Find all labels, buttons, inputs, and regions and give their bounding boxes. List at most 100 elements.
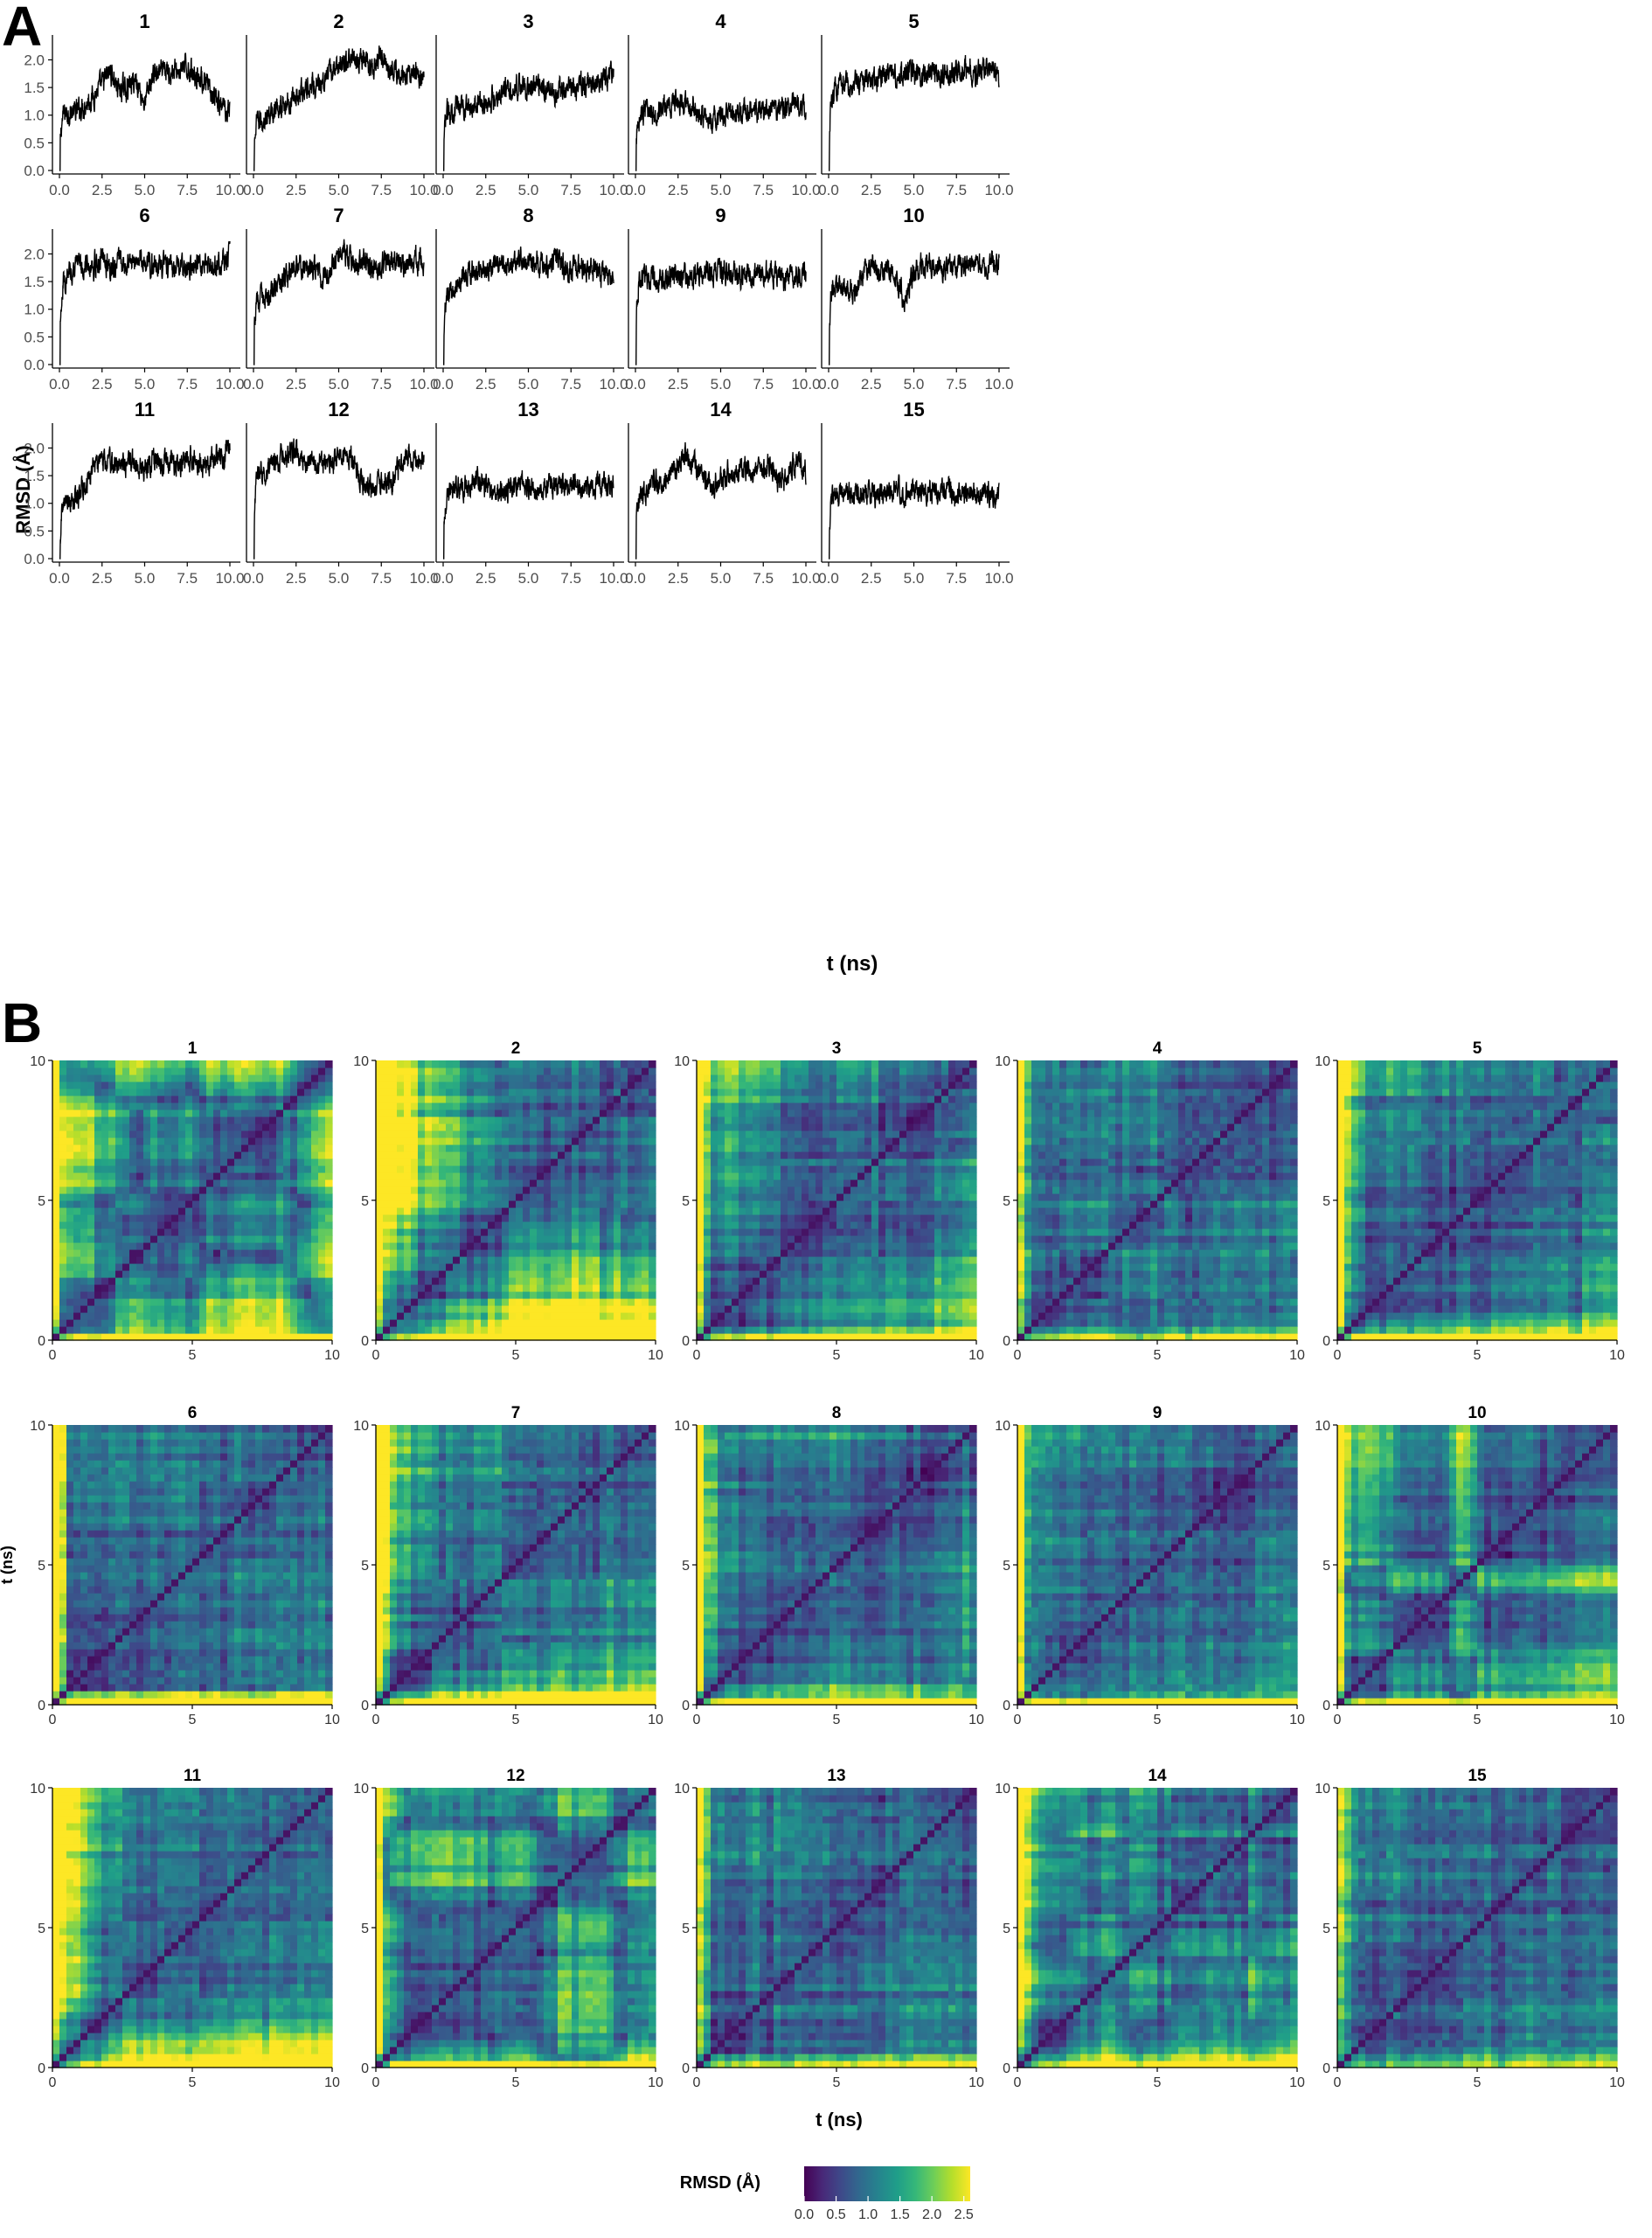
heatmap-cell (143, 1116, 151, 1124)
heatmap-cell (157, 1158, 165, 1166)
heatmap-cell (73, 1242, 81, 1250)
x-tick-label: 7.5 (946, 570, 967, 587)
heatmap-cell (143, 1109, 151, 1117)
x-tick-label: 10.0 (791, 570, 820, 587)
heatmap-cell (129, 1228, 137, 1236)
heatmap-cell (108, 1116, 116, 1124)
heatmap-cell (87, 1081, 95, 1089)
heatmap-cell (115, 1130, 123, 1138)
heatmap-cell (129, 1179, 137, 1187)
heatmap-cell (136, 1088, 144, 1096)
heatmap-cell (94, 1151, 102, 1159)
heatmap-cell (136, 1291, 144, 1299)
heatmap-cell (157, 1172, 165, 1180)
heatmap-cell (115, 1221, 123, 1229)
heatmap-cell (59, 1200, 67, 1208)
heatmap-cell (108, 1179, 116, 1187)
heatmap-cell (157, 1291, 165, 1299)
heatmap-cell (73, 1165, 81, 1173)
heatmap-cell (73, 1193, 81, 1201)
heatmap-cell (164, 1291, 172, 1299)
heatmap-cell (150, 1319, 158, 1327)
heatmap-cell (80, 1235, 88, 1243)
heatmap-cell (136, 1305, 144, 1313)
heatmap-cell (59, 1088, 67, 1096)
heatmap-cell (52, 1277, 60, 1285)
heatmap-cell (150, 1179, 158, 1187)
y-tick-label: 2.0 (24, 52, 45, 68)
heatmap-cell (59, 1074, 67, 1082)
heatmap-cell (94, 1333, 102, 1341)
x-tick-label: 2.5 (286, 570, 307, 587)
heatmap-cell (108, 1144, 116, 1152)
heatmap-cell (80, 1109, 88, 1117)
heatmap-cell (101, 1151, 109, 1159)
heatmap-cell (150, 1298, 158, 1306)
x-tick-label: 2.5 (861, 570, 882, 587)
heatmap-cell (101, 1270, 109, 1278)
heatmap-cell (129, 1249, 137, 1257)
subplot-title: 9 (715, 205, 725, 226)
heatmap-cell (136, 1095, 144, 1103)
heatmap-1: 105100 5 10 (30, 1039, 340, 1363)
heatmap-cell (115, 1256, 123, 1264)
heatmap-cell (94, 1284, 102, 1292)
heatmap-cell (122, 1207, 130, 1215)
heatmap-cell (122, 1242, 130, 1250)
heatmap-cell (136, 1298, 144, 1306)
heatmap-cell (108, 1172, 116, 1180)
x-tick-label: 0.0 (818, 376, 839, 393)
heatmap-cell (164, 1256, 172, 1264)
subplot-12: 120.0 2.5 5.0 7.5 10.0 (243, 399, 438, 587)
heatmap-cell (122, 1333, 130, 1341)
heatmap-cell (157, 1228, 165, 1236)
heatmap-cell (143, 1256, 151, 1264)
heatmap-cell (52, 1060, 60, 1068)
heatmap-cell (129, 1116, 137, 1124)
heatmap-cell (52, 1081, 60, 1089)
heatmap-cell (164, 1298, 172, 1306)
heatmap-cell (129, 1081, 137, 1089)
heatmap-cell (150, 1284, 158, 1292)
heatmap-cell (115, 1172, 123, 1180)
heatmap-cell (157, 1179, 165, 1187)
heatmap-cell (80, 1284, 88, 1292)
heatmap-cell (80, 1067, 88, 1075)
heatmap-cell (94, 1291, 102, 1299)
heatmap-cell (80, 1326, 88, 1334)
heatmap-cell (80, 1207, 88, 1215)
heatmap-cell (115, 1151, 123, 1159)
heatmap-cell (136, 1144, 144, 1152)
heatmap-cell (129, 1319, 137, 1327)
heatmap-cell (157, 1319, 165, 1327)
heatmap-cell (52, 1333, 60, 1341)
heatmap-cell (157, 1207, 165, 1215)
x-tick-label: 5.0 (518, 182, 539, 198)
x-tick-label: 7.5 (753, 376, 774, 393)
heatmap-cell (73, 1277, 81, 1285)
panel-a-rmsd-lines: A RMSD (Å) t (ns) 10.00.51.01.52.00.0 2.5… (2, 0, 1014, 976)
x-tick-label: 10.0 (984, 376, 1013, 393)
x-tick-label: 0.0 (243, 182, 264, 198)
heatmap-cell (150, 1256, 158, 1264)
heatmap-cell (73, 1319, 81, 1327)
heatmap-cell (122, 1291, 130, 1299)
heatmap-cell (157, 1333, 165, 1341)
subplot-6: 60.00.51.01.52.00.0 2.5 5.0 7.5 10.0 (24, 205, 244, 393)
x-tick-label: 7.5 (371, 182, 392, 198)
heatmap-cell (87, 1158, 95, 1166)
heatmap-cell (59, 1249, 67, 1257)
heatmap-cell (94, 1242, 102, 1250)
heatmap-cell (94, 1060, 102, 1068)
heatmap-cell (136, 1074, 144, 1082)
heatmap-cell (94, 1123, 102, 1131)
heatmap-cell (129, 1207, 137, 1215)
heatmap-cell (164, 1242, 172, 1250)
heatmap-cell (143, 1312, 151, 1320)
heatmap-cell (87, 1214, 95, 1222)
heatmap-cell (80, 1319, 88, 1327)
heatmap-cell (143, 1102, 151, 1110)
heatmap-cell (122, 1249, 130, 1257)
heatmap-cell (129, 1305, 137, 1313)
heatmap-cell (52, 1235, 60, 1243)
